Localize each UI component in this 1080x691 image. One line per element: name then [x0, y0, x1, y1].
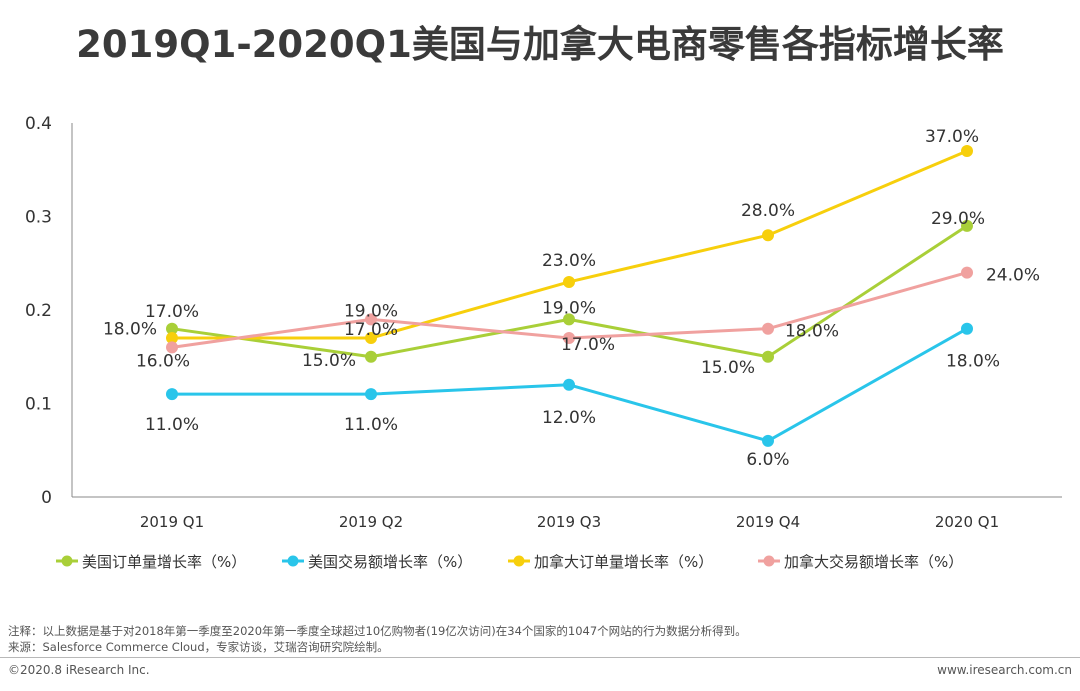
data-point-s1 [365, 350, 377, 363]
data-label-s2: 6.0% [746, 450, 789, 470]
data-label-s4: 16.0% [136, 351, 190, 371]
data-point-s1 [961, 219, 973, 232]
legend-label-2: 美国交易额增长率（%） [308, 553, 472, 571]
legend-label-1: 美国订单量增长率（%） [82, 553, 246, 571]
line-chart: 0 0.1 0.2 0.3 0.4 2019 Q1 2019 Q2 2019 Q3 2019 Q… [25, 114, 1062, 571]
x-tick-label: 2019 Q1 [140, 513, 204, 531]
legend-marker-3 [513, 555, 525, 567]
data-point-s2 [961, 322, 973, 335]
data-point-s3 [166, 332, 178, 345]
data-point-s4 [563, 332, 575, 345]
data-point-s3 [762, 229, 774, 242]
data-point-s1 [166, 322, 178, 335]
data-label-s4: 24.0% [986, 266, 1040, 286]
footer-website: www.iresearch.com.cn [937, 663, 1072, 677]
chart-note: 注释：以上数据是基于对2018年第一季度至2020年第一季度全球超过10亿购物者… [8, 624, 747, 638]
data-point-s4 [762, 322, 774, 335]
data-label-s4: 17.0% [561, 335, 615, 355]
footer-divider [0, 657, 1080, 658]
footer-copyright: ©2020.8 iResearch Inc. [8, 663, 150, 677]
data-label-s2: 18.0% [946, 352, 1000, 372]
data-point-s2 [762, 434, 774, 447]
x-tick-label: 2019 Q3 [537, 513, 601, 531]
data-label-s3: 28.0% [741, 201, 795, 221]
x-tick-label: 2020 Q1 [935, 513, 999, 531]
data-label-s1: 18.0% [103, 320, 157, 340]
data-point-s2 [563, 378, 575, 391]
data-label-s1: 15.0% [701, 358, 755, 378]
x-tick-label: 2019 Q2 [339, 513, 403, 531]
legend-marker-4 [763, 555, 775, 567]
data-label-s4: 18.0% [785, 322, 839, 342]
data-label-s3: 37.0% [925, 127, 979, 147]
data-point-s4 [166, 341, 178, 354]
y-tick-label: 0.3 [25, 208, 52, 228]
data-point-s2 [166, 388, 178, 401]
data-label-s2: 12.0% [542, 408, 596, 428]
y-tick-label: 0 [41, 488, 52, 508]
legend-marker-2 [287, 555, 299, 567]
x-tick-label: 2019 Q4 [736, 513, 800, 531]
y-tick-label: 0.2 [25, 301, 52, 321]
data-point-s3 [365, 332, 377, 345]
data-label-s1: 19.0% [542, 298, 596, 318]
data-point-s4 [365, 313, 377, 326]
data-label-s1: 29.0% [931, 209, 985, 229]
data-point-s3 [961, 145, 973, 158]
data-label-s1: 15.0% [302, 351, 356, 371]
chart-source: 来源：Salesforce Commerce Cloud，专家访谈，艾瑞咨询研究… [8, 640, 389, 654]
data-label-s2: 11.0% [145, 415, 199, 435]
data-label-s2: 11.0% [344, 415, 398, 435]
y-tick-label: 0.1 [25, 395, 52, 415]
data-point-s3 [563, 275, 575, 288]
y-tick-label: 0.4 [25, 114, 52, 134]
legend-label-3: 加拿大订单量增长率（%） [534, 553, 713, 571]
data-point-s2 [365, 388, 377, 401]
data-label-s3: 23.0% [542, 251, 596, 271]
data-point-s4 [961, 266, 973, 279]
chart-title: 2019Q1-2020Q1美国与加拿大电商零售各指标增长率 [76, 23, 1004, 66]
data-label-s4: 19.0% [344, 301, 398, 321]
legend-label-4: 加拿大交易额增长率（%） [784, 553, 963, 571]
data-point-s1 [563, 313, 575, 326]
data-point-s1 [762, 350, 774, 363]
data-label-s3: 17.0% [344, 320, 398, 340]
legend-marker-1 [61, 555, 73, 567]
data-label-s3: 17.0% [145, 302, 199, 322]
